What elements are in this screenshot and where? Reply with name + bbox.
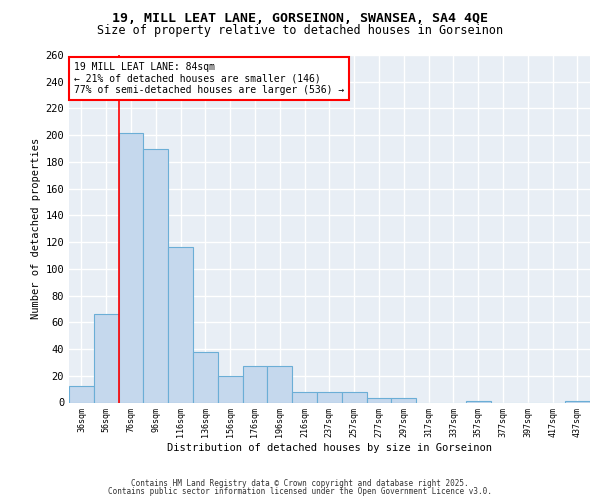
Bar [391,398,416,402]
Text: Size of property relative to detached houses in Gorseinon: Size of property relative to detached ho… [97,24,503,37]
Bar [292,392,317,402]
Y-axis label: Number of detached properties: Number of detached properties [31,138,41,320]
Text: 19 MILL LEAT LANE: 84sqm
← 21% of detached houses are smaller (146)
77% of semi-: 19 MILL LEAT LANE: 84sqm ← 21% of detach… [74,62,344,95]
Text: Contains public sector information licensed under the Open Government Licence v3: Contains public sector information licen… [108,487,492,496]
Bar [168,248,193,402]
Bar [342,392,367,402]
Bar [367,398,391,402]
Bar [69,386,94,402]
Text: 19, MILL LEAT LANE, GORSEINON, SWANSEA, SA4 4QE: 19, MILL LEAT LANE, GORSEINON, SWANSEA, … [112,12,488,26]
Bar [94,314,119,402]
X-axis label: Distribution of detached houses by size in Gorseinon: Distribution of detached houses by size … [167,443,492,453]
Text: Contains HM Land Registry data © Crown copyright and database right 2025.: Contains HM Land Registry data © Crown c… [131,478,469,488]
Bar [242,366,268,402]
Bar [268,366,292,402]
Bar [466,401,491,402]
Bar [565,401,590,402]
Bar [119,132,143,402]
Bar [218,376,242,402]
Bar [317,392,342,402]
Bar [143,148,168,402]
Bar [193,352,218,403]
